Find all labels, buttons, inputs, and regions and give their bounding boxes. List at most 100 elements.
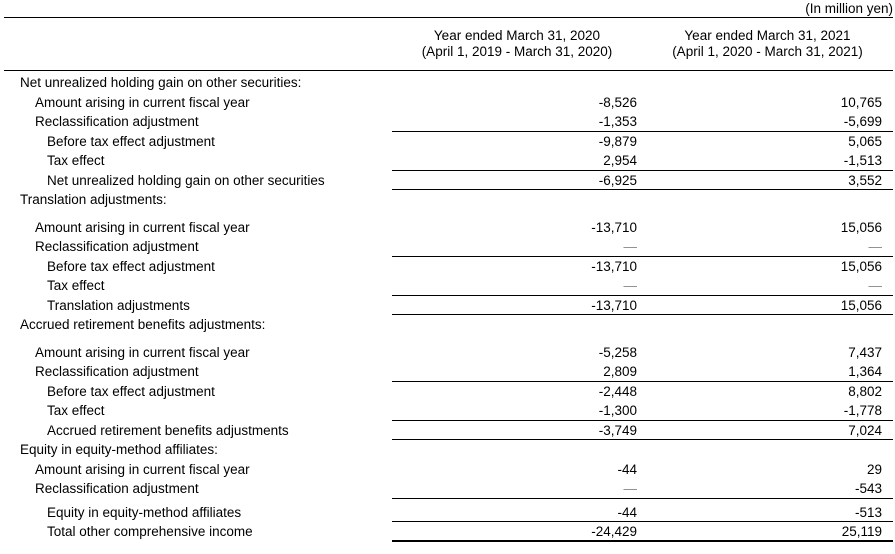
row-label: Amount arising in current fiscal year xyxy=(35,344,250,360)
value-2020: 2,954 xyxy=(603,153,637,168)
value-2020: -9,879 xyxy=(598,133,637,149)
table-row-subtotal: Net unrealized holding gain on other sec… xyxy=(0,171,895,190)
value-2021: 25,119 xyxy=(841,524,882,539)
value-2020: -3,749 xyxy=(598,422,637,438)
value-2021: 15,056 xyxy=(840,219,882,235)
value-2021 xyxy=(642,190,893,210)
value-2021: 7,437 xyxy=(848,344,882,360)
value-2020: -13,710 xyxy=(591,258,637,274)
value-2020: -8,526 xyxy=(598,94,637,110)
row-label: Total other comprehensive income xyxy=(47,524,253,539)
value-2021: 5,065 xyxy=(848,133,882,149)
row-label: Reclassification adjustment xyxy=(35,364,199,379)
row-label: Translation adjustments xyxy=(47,297,190,313)
table-body: Net unrealized holding gain on other sec… xyxy=(0,71,895,542)
row-label: Accrued retirement benefits adjustments: xyxy=(20,317,266,332)
value-2020: 2,809 xyxy=(603,364,637,379)
value-2020 xyxy=(392,190,642,210)
table-header: Year ended March 31, 2020 (April 1, 2019… xyxy=(0,18,895,70)
table-row-subtotal: Accrued retirement benefits adjustments … xyxy=(0,421,895,440)
value-2021: -513 xyxy=(854,504,882,520)
value-2021: -543 xyxy=(854,481,882,496)
value-2020: — xyxy=(623,239,638,254)
value-2020: -1,300 xyxy=(598,403,637,418)
value-2020 xyxy=(392,440,642,460)
row-label: Translation adjustments: xyxy=(20,192,167,207)
column-header-fy2020-line2: (April 1, 2019 - March 31, 2020) xyxy=(421,44,613,59)
value-2020: — xyxy=(623,278,638,293)
table-row: Amount arising in current fiscal year -8… xyxy=(0,93,895,113)
value-2020: -13,710 xyxy=(591,297,637,313)
value-2021 xyxy=(642,440,893,460)
table-row: Tax effect -1,300 -1,778 xyxy=(0,401,895,421)
row-label: Reclassification adjustment xyxy=(35,114,199,129)
row-label: Tax effect xyxy=(47,153,105,168)
value-2020: — xyxy=(623,481,638,496)
value-2020: -44 xyxy=(617,504,637,520)
table-row: Amount arising in current fiscal year -1… xyxy=(0,218,895,238)
value-2021: 29 xyxy=(866,461,882,477)
table-row: Reclassification adjustment — -543 xyxy=(0,479,895,499)
value-2020: -44 xyxy=(617,461,637,477)
row-label: Before tax effect adjustment xyxy=(47,383,215,399)
row-label: Net unrealized holding gain on other sec… xyxy=(47,172,325,188)
row-label: Equity in equity-method affiliates: xyxy=(20,442,218,457)
column-header-fy2021: Year ended March 31, 2021 (April 1, 2020… xyxy=(642,28,893,60)
value-2021: -1,513 xyxy=(843,153,882,168)
value-2021 xyxy=(642,315,893,335)
table-row-section-net-unrealized: Net unrealized holding gain on other sec… xyxy=(0,73,895,93)
column-header-fy2021-line1: Year ended March 31, 2021 xyxy=(684,28,851,43)
value-2020: -1,353 xyxy=(598,114,637,129)
table-row: Amount arising in current fiscal year -5… xyxy=(0,343,895,363)
value-2020: -24,429 xyxy=(591,524,637,539)
row-label: Reclassification adjustment xyxy=(35,239,199,254)
column-header-fy2020-line1: Year ended March 31, 2020 xyxy=(433,28,601,43)
table-row: Reclassification adjustment 2,809 1,364 xyxy=(0,362,895,382)
table-row: Before tax effect adjustment -13,710 15,0… xyxy=(0,257,895,277)
table-row: Reclassification adjustment — — xyxy=(0,237,895,257)
value-2021: — xyxy=(868,278,883,293)
row-label: Amount arising in current fiscal year xyxy=(35,461,250,477)
table-row-section-retirement: Accrued retirement benefits adjustments: xyxy=(0,315,895,335)
value-2021: 3,552 xyxy=(848,172,882,188)
row-label: Before tax effect adjustment xyxy=(47,258,215,274)
column-header-fy2021-line2: (April 1, 2020 - March 31, 2021) xyxy=(672,44,863,59)
value-2021: — xyxy=(868,239,883,254)
row-label: Accrued retirement benefits adjustments xyxy=(47,422,289,438)
value-2021: 15,056 xyxy=(840,297,882,313)
value-2020: -6,925 xyxy=(598,172,637,188)
table-row: Tax effect — — xyxy=(0,276,895,296)
row-label: Net unrealized holding gain on other sec… xyxy=(20,75,302,90)
row-label: Before tax effect adjustment xyxy=(47,133,215,149)
value-2020: -5,258 xyxy=(598,344,637,360)
row-label: Tax effect xyxy=(47,278,105,293)
row-label: Tax effect xyxy=(47,403,105,418)
value-2021: -5,699 xyxy=(843,114,882,129)
row-label: Amount arising in current fiscal year xyxy=(35,219,250,235)
value-2021: 1,364 xyxy=(848,364,882,379)
value-2021: 10,765 xyxy=(840,94,882,110)
unit-note: (In million yen) xyxy=(805,1,893,16)
value-2020: -13,710 xyxy=(591,219,637,235)
value-2020 xyxy=(392,315,642,335)
table-row: Before tax effect adjustment -2,448 8,802 xyxy=(0,382,895,402)
table-row: Tax effect 2,954 -1,513 xyxy=(0,151,895,171)
table-row-total: Total other comprehensive income -24,429… xyxy=(0,522,895,542)
column-header-fy2020: Year ended March 31, 2020 (April 1, 2019… xyxy=(392,28,642,60)
table-top-rule xyxy=(4,17,893,18)
row-label: Amount arising in current fiscal year xyxy=(35,94,250,110)
header-bottom-rule xyxy=(4,70,893,71)
table-row: Before tax effect adjustment -9,879 5,065 xyxy=(0,132,895,152)
value-2021: -1,778 xyxy=(843,403,882,418)
table-row: Reclassification adjustment -1,353 -5,699 xyxy=(0,112,895,132)
table-row: Amount arising in current fiscal year -4… xyxy=(0,460,895,480)
row-label: Equity in equity-method affiliates xyxy=(47,504,242,520)
value-2021 xyxy=(642,73,893,93)
table-row-section-translation: Translation adjustments: xyxy=(0,190,895,210)
table-row-subtotal: Translation adjustments -13,710 15,056 xyxy=(0,296,895,315)
table-row-section-equity-method: Equity in equity-method affiliates: xyxy=(0,440,895,460)
table-row-subtotal: Equity in equity-method affiliates -44 -5… xyxy=(0,503,895,522)
value-2021: 7,024 xyxy=(848,422,882,438)
value-2020 xyxy=(392,73,642,93)
